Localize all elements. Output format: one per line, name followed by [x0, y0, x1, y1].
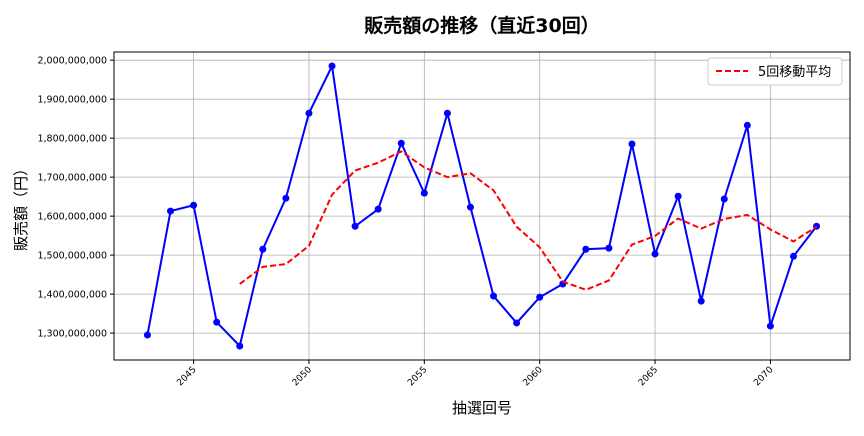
y-tick-label: 1,300,000,000: [37, 329, 107, 340]
y-axis: 1,300,000,000 1,400,000,000 1,500,000,000 1…: [37, 56, 114, 340]
sales-point: [374, 205, 382, 213]
chart-title: 販売額の推移（直近30回）: [364, 14, 599, 37]
sales-point: [490, 292, 498, 300]
sales-point: [351, 222, 359, 230]
y-tick-label: 2,000,000,000: [37, 56, 107, 67]
moving-average-line: [239, 150, 818, 291]
sales-point: [743, 121, 751, 129]
y-tick-label: 1,800,000,000: [37, 134, 107, 145]
x-tick-label: 2050: [291, 365, 314, 388]
x-axis-label: 抽選回号: [452, 399, 512, 417]
y-tick-label: 1,900,000,000: [37, 95, 107, 106]
sales-point: [674, 192, 682, 200]
sales-point: [443, 109, 451, 117]
y-tick-label: 1,500,000,000: [37, 251, 107, 262]
grid: [114, 52, 850, 360]
legend: 5回移動平均: [707, 57, 843, 86]
sales-point: [397, 139, 405, 147]
sales-point: [259, 245, 267, 253]
sales-point: [420, 189, 428, 197]
sales-point: [328, 62, 336, 70]
sales-point: [513, 319, 521, 327]
sales-point: [167, 207, 175, 215]
x-axis: 2045 2050 2055 2060 2065 2070: [175, 360, 776, 388]
sales-point: [766, 322, 774, 330]
sales-point: [605, 244, 613, 252]
x-tick-label: 2045: [175, 365, 198, 388]
y-tick-label: 1,700,000,000: [37, 173, 107, 184]
sales-point: [628, 140, 636, 148]
legend-label: 5回移動平均: [758, 65, 831, 80]
sales-point: [213, 318, 221, 326]
y-axis-label: 販売額（円）: [12, 161, 30, 251]
x-tick-label: 2060: [522, 365, 545, 388]
x-tick-label: 2070: [752, 365, 775, 388]
x-tick-label: 2055: [406, 365, 429, 388]
sales-point: [190, 201, 198, 209]
x-tick-label: 2065: [637, 365, 660, 388]
y-tick-label: 1,600,000,000: [37, 212, 107, 223]
sales-line: [146, 62, 818, 348]
legend-box: [707, 57, 843, 86]
sales-point: [789, 252, 797, 260]
sales-point: [236, 342, 244, 350]
sales-point: [582, 245, 590, 253]
sales-point: [466, 203, 474, 211]
sales-point: [536, 293, 544, 301]
sales-point: [143, 331, 151, 339]
sales-point: [282, 194, 290, 202]
sales-point: [651, 250, 659, 258]
y-tick-label: 1,400,000,000: [37, 290, 107, 301]
plot-frame: [113, 51, 851, 361]
sales-point: [720, 195, 728, 203]
series-layer: [143, 62, 821, 350]
sales-point: [305, 109, 313, 117]
sales-point: [697, 297, 705, 305]
